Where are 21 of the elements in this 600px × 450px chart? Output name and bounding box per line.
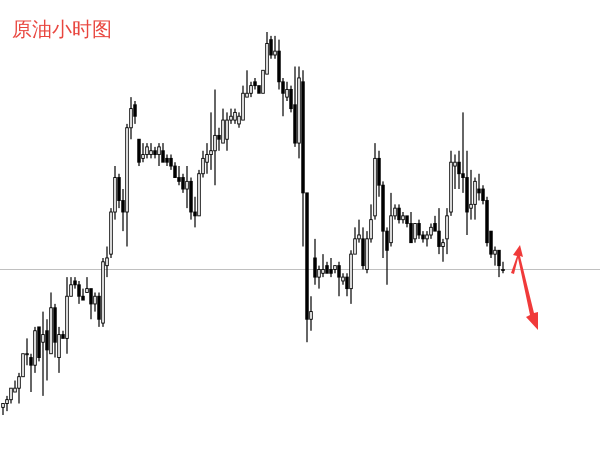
candlestick: [465, 150, 469, 236]
candlestick: [473, 176, 477, 220]
candlestick: [337, 261, 341, 297]
candlestick: [157, 142, 161, 167]
candlestick: [321, 254, 325, 278]
candlestick: [33, 326, 37, 374]
candlestick: [213, 88, 217, 186]
candlestick: [41, 310, 45, 396]
candlestick: [389, 192, 393, 248]
candlestick: [149, 142, 153, 159]
candlestick: [141, 142, 145, 163]
candlestick: [497, 250, 501, 278]
candlestick: [409, 211, 413, 244]
chart-title: 原油小时图: [12, 17, 112, 41]
candlestick: [477, 173, 481, 202]
candlestick: [49, 292, 53, 354]
candlestick: [361, 226, 365, 270]
candlestick: [225, 112, 229, 152]
candlestick: [313, 238, 317, 286]
candlestick: [329, 257, 333, 278]
candlestick: [469, 169, 473, 220]
